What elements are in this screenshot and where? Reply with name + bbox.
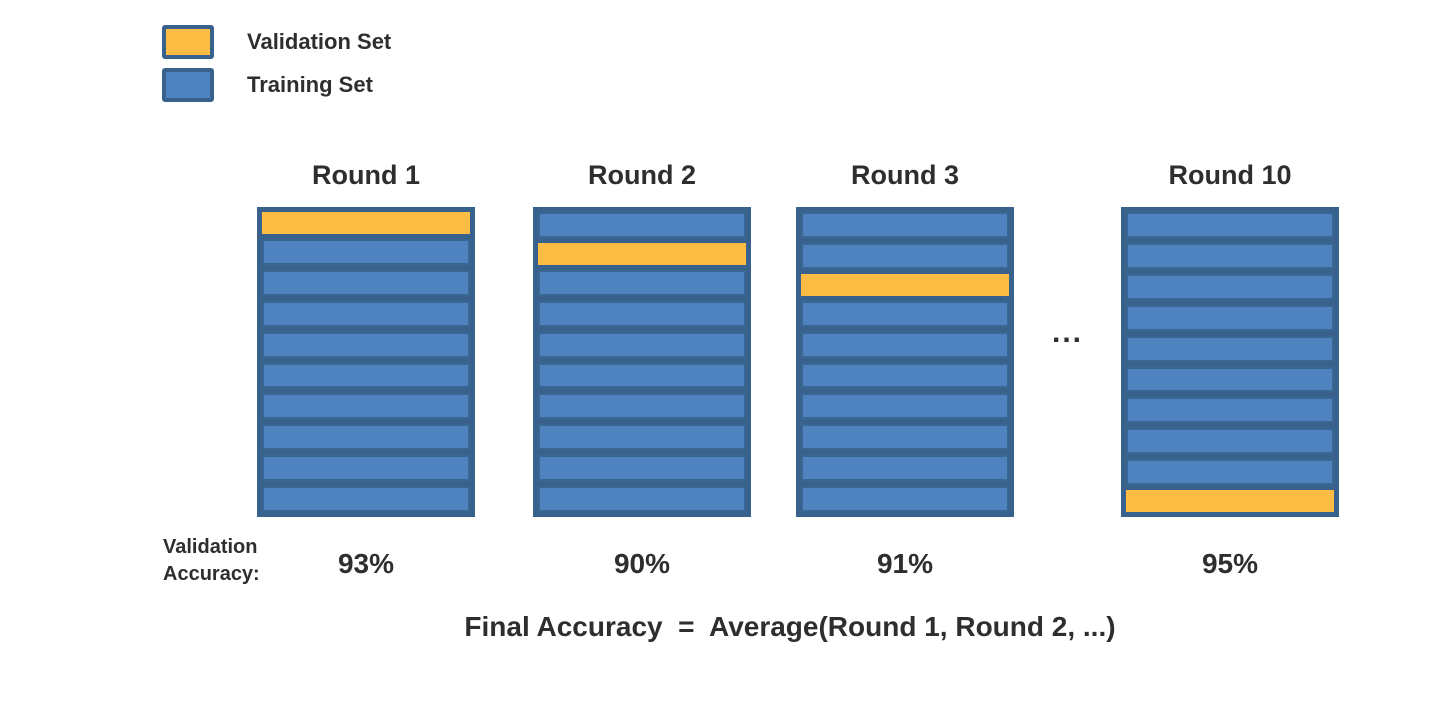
fold-training [801, 486, 1009, 513]
fold-training [262, 486, 470, 513]
legend-item-training: Training Set [162, 68, 391, 102]
fold-training [801, 393, 1009, 420]
round-accuracy-value: 95% [1201, 548, 1259, 579]
fold-training [801, 212, 1009, 238]
final-accuracy-formula: Final Accuracy = Average(Round 1, Round … [464, 611, 1116, 642]
fold-training [538, 269, 746, 296]
round-accuracy-value: 91% [876, 548, 934, 579]
fold-stack [257, 207, 475, 517]
fold-validation [1126, 490, 1334, 513]
fold-training [801, 362, 1009, 389]
fold-training [801, 242, 1009, 269]
fold-training [538, 393, 746, 420]
fold-training [1126, 366, 1334, 393]
training-set-swatch-icon [162, 68, 214, 102]
validation-accuracy-label: Validation Accuracy: [163, 534, 260, 588]
round-column-4: Round 10 95% [1121, 152, 1339, 584]
round-column-3: Round 3 91% [796, 152, 1014, 584]
fold-training [1126, 459, 1334, 486]
fold-training [538, 486, 746, 513]
fold-validation [801, 273, 1009, 296]
fold-training [262, 238, 470, 265]
fold-training [1126, 304, 1334, 331]
fold-training [262, 269, 470, 296]
fold-training [1126, 335, 1334, 362]
fold-training [538, 455, 746, 482]
round-title: Round 2 [588, 160, 696, 190]
fold-training [262, 362, 470, 389]
fold-stack [533, 207, 751, 517]
ellipsis-between-rounds: ... [1051, 316, 1083, 349]
validation-accuracy-label-line2: Accuracy: [163, 563, 260, 585]
validation-accuracy-label-line1: Validation [163, 536, 258, 558]
round-column-2: Round 2 90% [533, 152, 751, 584]
fold-training [801, 455, 1009, 482]
fold-training [262, 300, 470, 327]
fold-training [1126, 397, 1334, 424]
fold-training [1126, 428, 1334, 455]
round-accuracy-value: 90% [613, 548, 671, 579]
round-title: Round 10 [1168, 160, 1292, 190]
round-title: Round 1 [312, 160, 420, 190]
round-column-1: Round 1 93% [257, 152, 475, 584]
fold-training [801, 300, 1009, 327]
fold-training [538, 212, 746, 238]
fold-training [538, 424, 746, 451]
fold-validation [538, 242, 746, 265]
fold-training [1126, 273, 1334, 300]
fold-training [1126, 242, 1334, 269]
round-accuracy-value: 93% [337, 548, 395, 579]
fold-training [1126, 212, 1334, 238]
validation-set-swatch-icon [162, 25, 214, 59]
fold-stack [796, 207, 1014, 517]
fold-validation [262, 212, 470, 234]
fold-training [262, 455, 470, 482]
fold-training [801, 424, 1009, 451]
legend-item-validation: Validation Set [162, 25, 391, 59]
fold-training [262, 424, 470, 451]
fold-training [262, 393, 470, 420]
legend: Validation Set Training Set [162, 25, 391, 111]
fold-stack [1121, 207, 1339, 517]
fold-training [538, 331, 746, 358]
fold-training [538, 362, 746, 389]
round-title: Round 3 [851, 160, 959, 190]
legend-label-training: Training Set [247, 72, 373, 97]
legend-label-validation: Validation Set [247, 29, 392, 54]
fold-training [538, 300, 746, 327]
fold-training [801, 331, 1009, 358]
fold-training [262, 331, 470, 358]
